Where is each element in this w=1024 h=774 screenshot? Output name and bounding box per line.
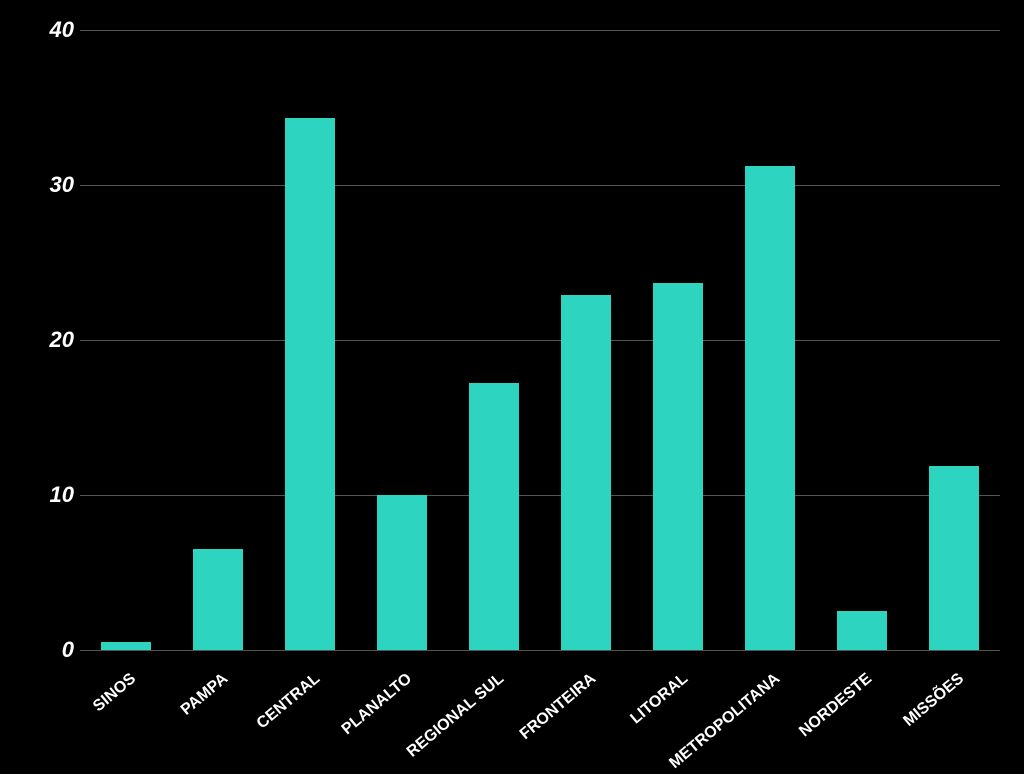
gridline	[80, 650, 1000, 651]
y-tick-label: 40	[24, 17, 74, 43]
y-tick-label: 10	[24, 482, 74, 508]
gridline	[80, 340, 1000, 341]
y-tick-label: 30	[24, 172, 74, 198]
bar	[377, 495, 428, 650]
bar	[653, 283, 704, 650]
bar	[193, 549, 244, 650]
bar	[929, 466, 980, 650]
x-axis-labels: SINOSPAMPACENTRALPLANALTOREGIONAL SULFRO…	[80, 660, 1000, 760]
gridline	[80, 185, 1000, 186]
bar	[561, 295, 612, 650]
y-tick-label: 20	[24, 327, 74, 353]
bar	[745, 166, 796, 650]
gridline	[80, 495, 1000, 496]
chart-container	[80, 30, 1000, 650]
bar	[837, 611, 888, 650]
bar	[101, 642, 152, 650]
plot-area	[80, 30, 1000, 650]
y-tick-label: 0	[24, 637, 74, 663]
bar	[469, 383, 520, 650]
gridline	[80, 30, 1000, 31]
bar	[285, 118, 336, 650]
